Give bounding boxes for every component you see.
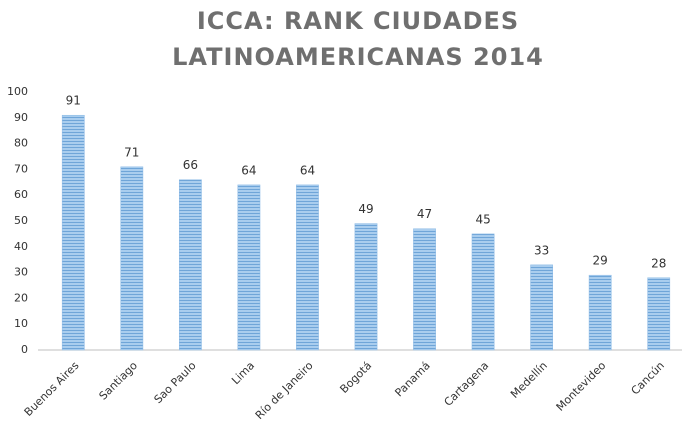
y-tick-label: 90 [14, 111, 28, 124]
bar [647, 277, 671, 351]
data-label: 45 [475, 212, 490, 226]
bar [120, 166, 144, 351]
data-label: 47 [417, 207, 432, 221]
chart-title: ICCA: RANK CIUDADES [197, 7, 519, 35]
x-tick-label: Buenos Aires [22, 359, 82, 419]
data-label: 28 [651, 256, 666, 270]
chart-title: LATINOAMERICANAS 2014 [172, 43, 544, 71]
y-tick-label: 40 [14, 240, 28, 253]
data-label: 71 [124, 145, 139, 159]
x-tick-label: Montevideo [554, 359, 609, 414]
bar [237, 184, 261, 351]
x-tick-label: Río de Janeiro [253, 359, 316, 422]
x-tick-label: Cancún [629, 359, 667, 397]
bar [178, 179, 202, 351]
bar [413, 228, 436, 351]
y-tick-label: 80 [14, 137, 28, 150]
bar [354, 223, 378, 351]
y-tick-label: 50 [14, 214, 28, 227]
x-tick-label: Cartagena [442, 359, 492, 409]
y-tick-label: 20 [14, 291, 28, 304]
data-label: 49 [358, 202, 373, 216]
x-tick-label: Lima [229, 359, 257, 387]
data-label: 33 [534, 243, 549, 257]
y-tick-label: 0 [21, 343, 28, 356]
data-label: 64 [300, 163, 315, 177]
data-label: 91 [66, 94, 81, 108]
x-tick-label: Medellín [508, 359, 550, 401]
y-tick-label: 10 [14, 317, 28, 330]
bar [61, 114, 85, 351]
bar [588, 274, 612, 351]
bar [471, 233, 495, 351]
y-tick-label: 100 [7, 85, 28, 98]
x-tick-label: Sao Paulo [152, 359, 199, 406]
bar [530, 264, 554, 351]
data-label: 64 [241, 163, 256, 177]
x-tick-label: Bogotá [337, 359, 374, 396]
bar [296, 184, 319, 351]
y-tick-label: 60 [14, 188, 28, 201]
x-tick-label: Santiago [97, 359, 141, 403]
data-label: 66 [183, 158, 198, 172]
y-tick-label: 70 [14, 162, 28, 175]
x-tick-label: Panamá [392, 359, 432, 399]
data-label: 29 [593, 254, 608, 268]
y-tick-label: 30 [14, 266, 28, 279]
